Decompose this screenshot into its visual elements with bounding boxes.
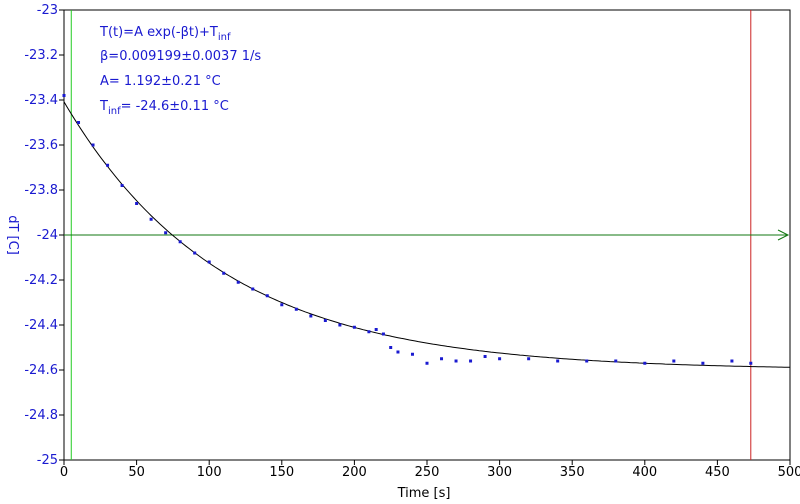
- y-tick-label: -24.6: [24, 363, 58, 378]
- data-points-layer: [62, 94, 753, 365]
- x-tick-label: 0: [60, 465, 68, 480]
- y-axis-title: dT [C]: [5, 215, 20, 255]
- data-point: [193, 251, 197, 255]
- y-tick-label: -23.4: [24, 93, 58, 108]
- data-point: [527, 357, 531, 361]
- data-point: [498, 357, 502, 361]
- data-point: [338, 323, 342, 327]
- data-point: [730, 359, 734, 363]
- fit-annotation: T(t)=A exp(-βt)+Tinf β=0.009199±0.0037 1…: [99, 25, 261, 117]
- data-point: [164, 231, 168, 235]
- x-tick-label: 100: [197, 465, 222, 480]
- y-tick-label: -23.8: [24, 183, 58, 198]
- annotation-amplitude: A= 1.192±0.21 °C: [100, 74, 221, 89]
- y-tick-label: -25: [37, 453, 58, 468]
- y-axis: -23 -23.2 -23.4 -23.6 -23.8 -24 -24.2 -24.4 -24.…: [24, 3, 64, 468]
- data-point: [106, 163, 110, 167]
- y-tick-label: -24: [37, 228, 58, 243]
- annotation-formula: T(t)=A exp(-βt)+Tinf: [99, 25, 231, 43]
- data-point: [149, 217, 153, 221]
- x-tick-label: 50: [128, 465, 145, 480]
- data-point: [309, 314, 313, 318]
- y-tick-label: -23: [37, 3, 58, 18]
- x-tick-label: 200: [342, 465, 367, 480]
- data-point: [77, 121, 81, 124]
- data-point: [440, 357, 444, 361]
- y-tick-label: -24.8: [24, 408, 58, 423]
- data-point: [556, 359, 560, 363]
- data-point: [294, 307, 298, 311]
- y-tick-label: -24.2: [24, 273, 58, 288]
- data-point: [374, 328, 378, 331]
- x-tick-label: 150: [269, 465, 294, 480]
- data-point: [352, 325, 356, 329]
- x-tick-label: 450: [705, 465, 730, 480]
- x-tick-label: 400: [632, 465, 657, 480]
- y-tick-label: -23.6: [24, 138, 58, 153]
- x-tick-label: 500: [778, 465, 800, 480]
- data-point: [614, 359, 618, 363]
- fit-curve-layer: [63, 101, 790, 368]
- data-point: [265, 294, 269, 298]
- data-point: [483, 355, 487, 358]
- data-point: [91, 143, 95, 147]
- data-point: [236, 280, 240, 284]
- x-axis: 0 50 100 150 200 250 300 350 400 450 500: [60, 460, 800, 480]
- data-point: [62, 94, 66, 97]
- annotation-tinf: Tinf= -24.6±0.11 °C: [99, 99, 229, 117]
- data-point: [454, 359, 458, 363]
- data-point: [749, 361, 753, 365]
- data-point: [251, 287, 255, 291]
- y-tick-label: -24.4: [24, 318, 58, 333]
- data-point: [178, 240, 182, 244]
- data-point: [643, 361, 647, 365]
- data-point: [585, 359, 589, 363]
- x-tick-label: 300: [487, 465, 512, 480]
- data-point: [381, 332, 385, 336]
- x-tick-label: 350: [560, 465, 585, 480]
- reference-lines: [64, 10, 790, 460]
- fit-curve: [63, 101, 790, 368]
- data-point: [396, 350, 400, 354]
- data-point: [410, 352, 414, 356]
- data-point: [469, 359, 473, 363]
- y-tick-label: -23.2: [24, 48, 58, 63]
- x-axis-title: Time [s]: [397, 486, 451, 501]
- data-point: [280, 303, 284, 307]
- data-point: [135, 202, 139, 205]
- data-point: [701, 361, 705, 365]
- data-point: [389, 346, 393, 349]
- data-point: [672, 359, 676, 363]
- data-point: [222, 271, 226, 275]
- data-point: [323, 319, 327, 322]
- annotation-beta: β=0.009199±0.0037 1/s: [100, 49, 261, 64]
- data-point: [425, 361, 429, 365]
- horizontal-line-arrow: [777, 229, 790, 241]
- data-point: [367, 330, 371, 334]
- x-tick-label: 250: [415, 465, 440, 480]
- data-point: [207, 260, 211, 264]
- data-point: [120, 184, 124, 187]
